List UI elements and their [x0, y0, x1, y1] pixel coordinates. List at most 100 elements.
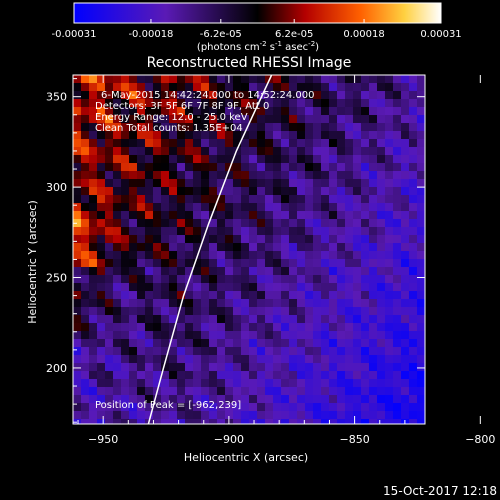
heatmap-cell: [169, 179, 177, 187]
heatmap-cell: [73, 395, 81, 403]
heatmap-cell: [225, 115, 233, 123]
heatmap-cell: [345, 243, 353, 251]
heatmap-cell: [409, 419, 417, 424]
heatmap-cell: [385, 403, 393, 411]
heatmap-cell: [121, 195, 129, 203]
heatmap-cell: [385, 187, 393, 195]
heatmap-cell: [73, 163, 81, 171]
heatmap-cell: [89, 315, 97, 323]
heatmap-cell: [81, 107, 89, 115]
heatmap-cell: [297, 227, 305, 235]
heatmap-cell: [217, 371, 225, 379]
heatmap-cell: [217, 339, 225, 347]
heatmap-cell: [409, 275, 417, 283]
heatmap-cell: [409, 403, 417, 411]
heatmap-cell: [217, 323, 225, 331]
heatmap-cell: [105, 259, 113, 267]
heatmap-cell: [393, 211, 401, 219]
heatmap-cell: [241, 299, 249, 307]
heatmap-cell: [305, 283, 313, 291]
heatmap-cell: [241, 235, 249, 243]
heatmap-cell: [225, 307, 233, 315]
heatmap-cell: [97, 163, 105, 171]
heatmap-cell: [225, 355, 233, 363]
heatmap-cell: [393, 203, 401, 211]
heatmap-cell: [249, 347, 257, 355]
heatmap-cell: [249, 139, 257, 147]
heatmap-cell: [97, 347, 105, 355]
heatmap-cell: [257, 307, 265, 315]
heatmap-cell: [313, 179, 321, 187]
heatmap-cell: [273, 339, 281, 347]
heatmap-cell: [209, 315, 217, 323]
heatmap-cell: [89, 195, 97, 203]
heatmap-cell: [97, 259, 105, 267]
heatmap-cell: [409, 83, 417, 91]
heatmap-cell: [89, 75, 97, 83]
heatmap-cell: [169, 387, 177, 395]
heatmap-cell: [321, 315, 329, 323]
heatmap-cell: [353, 387, 361, 395]
heatmap-cell: [281, 155, 289, 163]
heatmap-cell: [129, 75, 137, 83]
heatmap-cell: [401, 403, 409, 411]
heatmap-cell: [353, 147, 361, 155]
heatmap-cell: [345, 187, 353, 195]
heatmap-cell: [337, 147, 345, 155]
heatmap-cell: [81, 315, 89, 323]
heatmap-cell: [297, 163, 305, 171]
heatmap-cell: [393, 107, 401, 115]
heatmap-cell: [233, 323, 241, 331]
heatmap-cell: [337, 395, 345, 403]
heatmap-cell: [377, 251, 385, 259]
heatmap-cell: [241, 347, 249, 355]
heatmap-cell: [145, 379, 153, 387]
heatmap-cell: [385, 75, 393, 83]
heatmap-cell: [89, 387, 97, 395]
heatmap-cell: [169, 99, 177, 107]
heatmap-cell: [297, 203, 305, 211]
heatmap-cell: [377, 339, 385, 347]
heatmap-cell: [361, 211, 369, 219]
heatmap-cell: [81, 291, 89, 299]
heatmap-cell: [329, 363, 337, 371]
heatmap-cell: [113, 299, 121, 307]
heatmap-cell: [177, 395, 185, 403]
heatmap-cell: [345, 395, 353, 403]
heatmap-cell: [305, 363, 313, 371]
heatmap-cell: [225, 155, 233, 163]
heatmap-cell: [377, 259, 385, 267]
heatmap-cell: [89, 403, 97, 411]
heatmap-cell: [273, 91, 281, 99]
heatmap-cell: [129, 291, 137, 299]
heatmap-cell: [153, 379, 161, 387]
heatmap-cell: [217, 83, 225, 91]
heatmap-cell: [345, 387, 353, 395]
heatmap-cell: [105, 123, 113, 131]
heatmap-cell: [265, 379, 273, 387]
heatmap-cell: [265, 307, 273, 315]
heatmap-cell: [249, 403, 257, 411]
heatmap-cell: [297, 195, 305, 203]
colorbar-tick-label: 0.00018: [343, 29, 384, 40]
heatmap-cell: [241, 275, 249, 283]
heatmap-cell: [185, 267, 193, 275]
heatmap-cell: [417, 283, 425, 291]
heatmap-cell: [369, 251, 377, 259]
heatmap-cell: [153, 363, 161, 371]
heatmap-cell: [345, 171, 353, 179]
heatmap-cell: [257, 243, 265, 251]
heatmap-cell: [241, 395, 249, 403]
heatmap-cell: [105, 107, 113, 115]
heatmap-cell: [129, 243, 137, 251]
heatmap-cell: [249, 315, 257, 323]
heatmap-cell: [345, 371, 353, 379]
heatmap-cell: [281, 267, 289, 275]
heatmap-cell: [177, 339, 185, 347]
footer-timestamp: 15-Oct-2017 12:18: [383, 484, 497, 498]
heatmap-cell: [185, 227, 193, 235]
heatmap-cell: [313, 195, 321, 203]
heatmap-cell: [321, 219, 329, 227]
heatmap-cell: [249, 323, 257, 331]
heatmap-cell: [321, 355, 329, 363]
